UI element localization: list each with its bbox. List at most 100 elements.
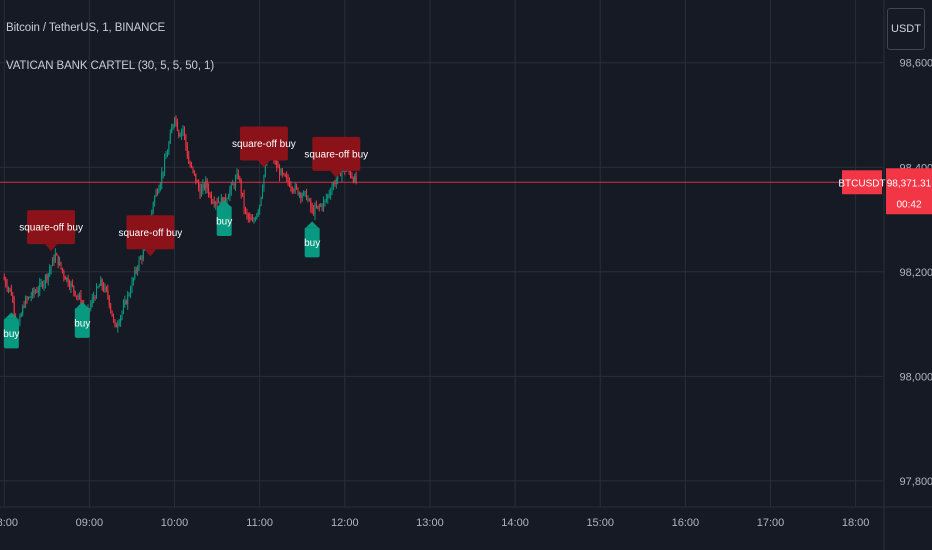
candle-body — [73, 285, 75, 291]
square-off-buy-label[interactable]: square-off buy — [19, 210, 83, 252]
candle — [101, 278, 103, 291]
candle — [36, 286, 38, 294]
square-off-buy-label[interactable]: square-off buy — [304, 136, 368, 178]
candle — [199, 183, 201, 200]
candle — [212, 198, 214, 205]
square-off-buy-label[interactable]: square-off buy — [119, 215, 183, 257]
candle — [108, 294, 110, 309]
candle — [313, 204, 315, 216]
candle — [122, 299, 124, 315]
candle — [32, 287, 34, 299]
candle-body — [314, 206, 316, 215]
candle-body — [66, 277, 68, 280]
candle-body — [43, 282, 45, 287]
candle — [230, 182, 232, 196]
candle-body — [315, 206, 317, 208]
candle — [175, 115, 177, 127]
candle-body — [22, 306, 24, 315]
candle — [262, 184, 264, 200]
candle — [287, 174, 289, 187]
candle — [56, 252, 58, 256]
candle — [315, 200, 317, 209]
candle — [169, 129, 171, 145]
candle-body — [239, 177, 241, 181]
candle — [50, 265, 52, 275]
candle — [205, 176, 207, 194]
candle-body — [281, 169, 283, 174]
candle-body — [232, 184, 234, 186]
currency-button[interactable]: USDT — [887, 8, 925, 50]
candle-body — [80, 295, 82, 306]
candle — [182, 125, 184, 137]
candle-body — [189, 163, 191, 167]
buy-signal-label[interactable]: buy — [3, 312, 19, 349]
x-tick-label: 12:00 — [331, 517, 359, 529]
buy-label-box — [74, 307, 90, 338]
candle — [107, 284, 109, 300]
candle — [78, 292, 80, 300]
candle-body — [262, 188, 264, 197]
candle-body — [36, 291, 38, 293]
candle-body — [354, 176, 356, 182]
candle-body — [210, 194, 212, 203]
candle-body — [250, 217, 252, 221]
candle-body — [174, 118, 176, 125]
candle — [183, 126, 185, 141]
candle — [233, 182, 235, 190]
candle-body — [120, 316, 122, 323]
candle-body — [340, 170, 342, 177]
candle — [94, 295, 96, 301]
candle — [286, 171, 288, 183]
candle-body — [277, 167, 279, 169]
symbol-legend[interactable]: Bitcoin / TetherUS, 1, BINANCE — [6, 22, 166, 34]
buy-signal-label[interactable]: buy — [74, 301, 90, 338]
candles — [3, 115, 357, 338]
candle-body — [218, 201, 220, 203]
candle-body — [42, 282, 44, 287]
buy-signal-label[interactable]: buy — [304, 221, 320, 258]
candle — [193, 170, 195, 176]
candle-body — [303, 191, 305, 196]
candle — [98, 283, 100, 288]
candle-body — [176, 120, 178, 131]
candle — [40, 278, 42, 288]
candle — [54, 248, 56, 263]
buy-signal-label[interactable]: buy — [216, 200, 232, 237]
candle-body — [78, 295, 80, 298]
indicator-legend[interactable]: VATICAN BANK CARTEL (30, 5, 5, 50, 1) — [6, 60, 215, 72]
candle — [174, 117, 176, 128]
y-tick-label: 98,600.00 — [900, 58, 932, 70]
candle — [237, 169, 239, 180]
candle — [49, 264, 51, 278]
square-off-label-text: square-off buy — [232, 139, 296, 150]
candle-body — [284, 174, 286, 177]
square-off-label-box — [126, 215, 175, 250]
candle — [203, 182, 205, 191]
candle-body — [225, 197, 227, 201]
candle-body — [93, 297, 95, 299]
candle — [67, 274, 69, 287]
candle-body — [188, 156, 190, 164]
x-tick-label: 11:00 — [246, 517, 273, 529]
candle-body — [247, 214, 249, 218]
candle — [8, 286, 10, 294]
x-tick-label: 15:00 — [586, 517, 614, 529]
candle — [290, 181, 292, 192]
candle-body — [175, 118, 177, 121]
candle-body — [301, 195, 303, 198]
candle-body — [117, 324, 119, 328]
candle-body — [19, 316, 21, 325]
candle — [242, 192, 244, 197]
candle — [246, 208, 248, 220]
candle-body — [134, 270, 136, 279]
candle — [354, 173, 356, 183]
candle-body — [154, 196, 156, 203]
candle-body — [3, 277, 5, 280]
candle — [320, 203, 322, 208]
square-off-label-text: square-off buy — [304, 149, 368, 160]
candle — [118, 318, 120, 327]
square-off-buy-label[interactable]: square-off buy — [232, 126, 296, 168]
candle-body — [249, 217, 251, 219]
candle — [301, 192, 303, 202]
